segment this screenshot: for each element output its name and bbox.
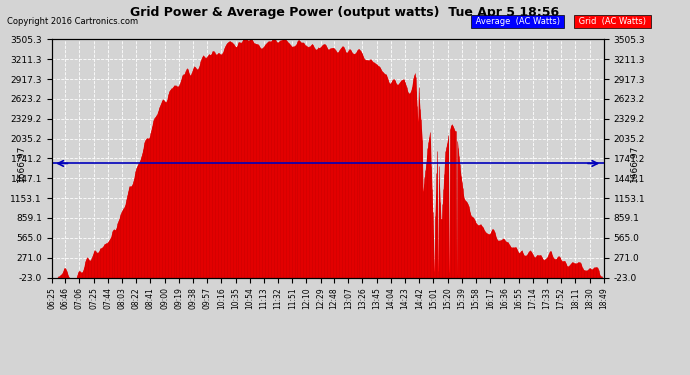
Text: Grid  (AC Watts): Grid (AC Watts) [576, 17, 649, 26]
Text: Copyright 2016 Cartronics.com: Copyright 2016 Cartronics.com [7, 17, 138, 26]
Text: 1666.97: 1666.97 [629, 145, 639, 182]
Text: Average  (AC Watts): Average (AC Watts) [473, 17, 562, 26]
Text: 1666.97: 1666.97 [17, 145, 26, 182]
Text: Grid Power & Average Power (output watts)  Tue Apr 5 18:56: Grid Power & Average Power (output watts… [130, 6, 560, 19]
